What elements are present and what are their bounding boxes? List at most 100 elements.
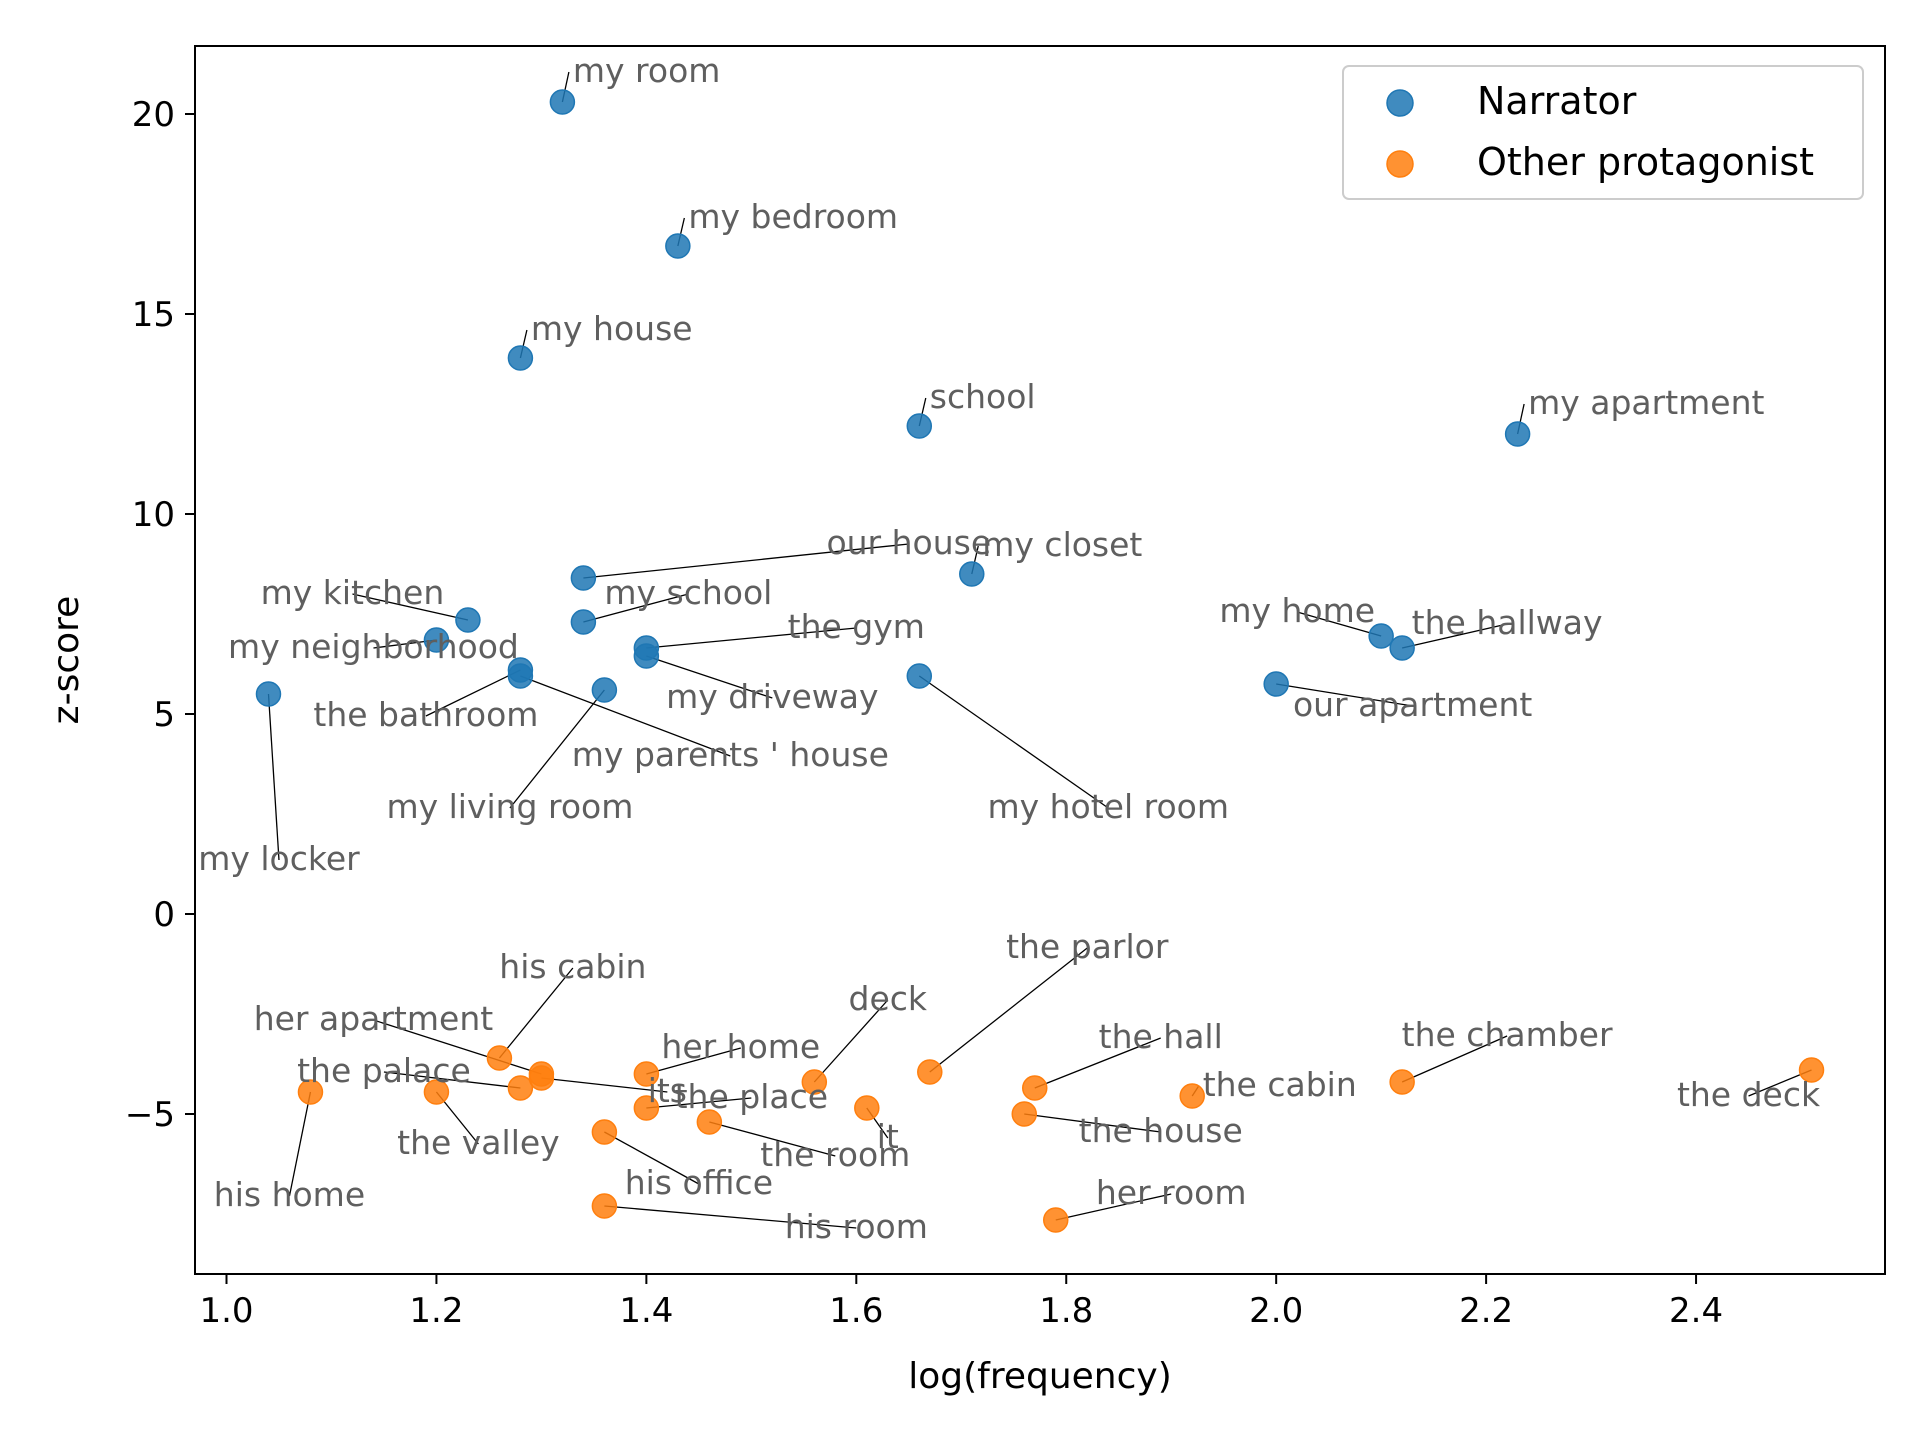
leader-line-my-kitchen bbox=[352, 593, 469, 621]
leader-line-the-house bbox=[1024, 1113, 1161, 1133]
legend-box bbox=[1342, 65, 1864, 200]
leader-line-his-cabin bbox=[498, 967, 574, 1059]
leader-line-the-palace bbox=[383, 1071, 521, 1089]
x-tick-label: 2.4 bbox=[1669, 1291, 1723, 1331]
point-label-my-bedroom: my bedroom bbox=[688, 197, 898, 236]
point-it bbox=[854, 1095, 880, 1121]
point-the-deck bbox=[1798, 1057, 1825, 1083]
leader-line-the-gym bbox=[646, 627, 857, 649]
point-my-driveway bbox=[633, 643, 660, 669]
point-label-the-bathroom: the bathroom bbox=[313, 695, 538, 734]
point-its bbox=[528, 1065, 555, 1091]
point-label-my-closet: my closet bbox=[982, 525, 1142, 564]
point-label-my-neighborhood: my neighborhood bbox=[228, 627, 519, 666]
data-points bbox=[255, 89, 1825, 1233]
point-the-room bbox=[696, 1109, 723, 1135]
point-the-valley bbox=[423, 1079, 450, 1105]
point-deck bbox=[801, 1069, 828, 1095]
point-label-his-office: his office bbox=[625, 1163, 773, 1202]
legend-label-other-protagonist: Other protagonist bbox=[1477, 140, 1814, 184]
y-axis-label: z-score bbox=[46, 596, 87, 725]
point-label-my-kitchen: my kitchen bbox=[261, 573, 445, 612]
y-tick-label: 15 bbox=[132, 295, 175, 335]
leader-line-my-driveway bbox=[646, 655, 773, 699]
point-the-hall bbox=[1022, 1075, 1048, 1101]
point-his-cabin bbox=[486, 1045, 513, 1071]
point-label-my-living-room: my living room bbox=[386, 787, 633, 826]
x-tick-label: 1.0 bbox=[199, 1291, 253, 1331]
leader-line-her-home bbox=[646, 1047, 742, 1075]
point-her-home bbox=[633, 1061, 660, 1087]
x-tick-label: 1.8 bbox=[1039, 1291, 1093, 1331]
y-tick-label: 5 bbox=[153, 695, 175, 735]
x-axis-ticks: 1.0 1.2 1.4 1.6 1.8 2.0 2.2 2.4 bbox=[199, 1274, 1723, 1331]
leader-line-his-room bbox=[604, 1205, 857, 1229]
point-my-bedroom bbox=[665, 233, 691, 259]
point-my-parents-house bbox=[507, 663, 534, 689]
x-tick-label: 2.2 bbox=[1459, 1291, 1513, 1331]
leader-line-his-office bbox=[604, 1131, 700, 1185]
point-the-cabin bbox=[1179, 1083, 1205, 1109]
point-label-the-chamber: the chamber bbox=[1402, 1015, 1613, 1054]
y-tick-label: 10 bbox=[132, 495, 175, 535]
x-tick-label: 1.2 bbox=[409, 1291, 463, 1331]
leader-line-the-chamber bbox=[1401, 1035, 1508, 1083]
point-the-hallway bbox=[1389, 635, 1415, 661]
point-label-his-cabin: his cabin bbox=[499, 947, 646, 986]
point-label-the-palace: the palace bbox=[297, 1051, 471, 1090]
leader-line-its bbox=[541, 1077, 668, 1093]
point-my-hotel-room bbox=[906, 663, 933, 689]
point-her-room bbox=[1042, 1207, 1069, 1233]
point-label-the-place: the place bbox=[675, 1077, 828, 1116]
point-my-home bbox=[1368, 623, 1394, 649]
point-his-home bbox=[297, 1079, 324, 1105]
leader-line-the-hallway bbox=[1401, 623, 1508, 649]
point-label-her-home: her home bbox=[661, 1027, 820, 1066]
leader-line-the-room bbox=[709, 1121, 836, 1157]
point-label-my-driveway: my driveway bbox=[666, 677, 878, 716]
point-label-the-hallway: the hallway bbox=[1412, 603, 1603, 642]
point-label-his-home: his home bbox=[214, 1175, 365, 1214]
point-label-my-parents-house: my parents ' house bbox=[572, 735, 889, 774]
leader-line-his-home bbox=[288, 1091, 312, 1197]
point-label-its: its bbox=[648, 1071, 687, 1110]
point-label-the-valley: the valley bbox=[397, 1123, 560, 1162]
point-label-the-house: the house bbox=[1079, 1111, 1243, 1150]
leader-line-my-school bbox=[583, 593, 689, 623]
leader-line-my-home bbox=[1296, 611, 1382, 637]
point-my-apartment bbox=[1504, 421, 1531, 447]
legend-label-narrator: Narrator bbox=[1477, 79, 1637, 123]
point-label-school: school bbox=[930, 377, 1036, 416]
legend-marker-other-protagonist bbox=[1386, 150, 1414, 178]
point-label-her-apartment: her apartment bbox=[254, 999, 494, 1038]
point-label-my-hotel-room: my hotel room bbox=[987, 787, 1229, 826]
point-label-my-room: my room bbox=[573, 51, 721, 90]
legend: Narrator Other protagonist bbox=[1342, 65, 1864, 200]
point-label-the-cabin: the cabin bbox=[1203, 1065, 1357, 1104]
leader-line-the-parlor bbox=[929, 947, 1088, 1073]
leader-line-my-parents-house bbox=[520, 675, 731, 757]
point-label-my-school: my school bbox=[604, 573, 772, 612]
point-label-my-locker: my locker bbox=[198, 839, 360, 878]
point-my-closet bbox=[959, 561, 985, 587]
x-tick-label: 1.6 bbox=[829, 1291, 883, 1331]
leader-line-my-locker bbox=[267, 693, 280, 861]
point-my-locker bbox=[255, 681, 282, 707]
y-tick-label: 0 bbox=[153, 895, 175, 935]
point-our-apartment bbox=[1263, 671, 1289, 697]
point-his-office bbox=[591, 1119, 618, 1145]
leader-line-the-place bbox=[646, 1097, 752, 1109]
y-tick-label: −5 bbox=[125, 1095, 175, 1135]
x-tick-label: 2.0 bbox=[1249, 1291, 1303, 1331]
leader-line-the-hall bbox=[1034, 1037, 1161, 1089]
point-my-living-room bbox=[591, 677, 618, 703]
point-labels: my room my bedroom my house school my apartm… bbox=[198, 51, 1821, 1246]
y-axis-ticks: −5 0 5 10 15 20 bbox=[125, 95, 195, 1135]
point-label-deck: deck bbox=[849, 979, 928, 1018]
x-axis-label: log(frequency) bbox=[908, 1356, 1172, 1397]
point-label-our-apartment: our apartment bbox=[1293, 685, 1532, 724]
x-tick-label: 1.4 bbox=[619, 1291, 673, 1331]
leader-line-her-apartment bbox=[373, 1019, 542, 1075]
point-school bbox=[906, 413, 933, 439]
